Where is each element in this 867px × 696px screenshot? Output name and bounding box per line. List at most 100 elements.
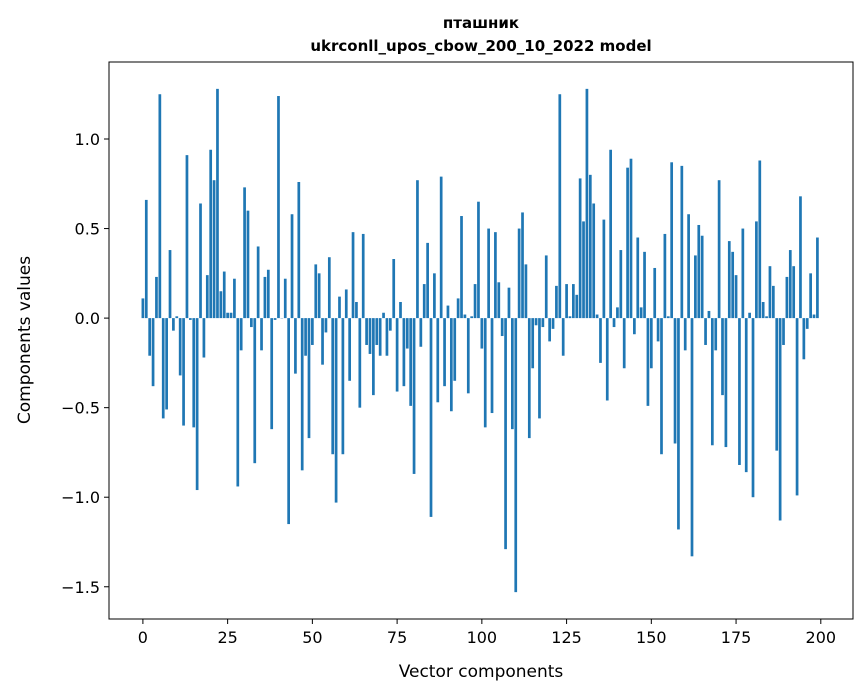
bar-component-102 bbox=[487, 228, 490, 319]
bar-component-182 bbox=[758, 160, 762, 319]
bar-component-70 bbox=[378, 318, 382, 356]
bar-component-66 bbox=[365, 318, 368, 345]
bar-component-176 bbox=[738, 318, 741, 465]
y-tick-label: −1.0 bbox=[61, 488, 100, 507]
bar-component-105 bbox=[497, 282, 501, 319]
bar-component-79 bbox=[409, 318, 413, 406]
bar-component-106 bbox=[500, 318, 504, 337]
bar-component-170 bbox=[717, 180, 721, 319]
bar-component-64 bbox=[358, 318, 362, 408]
bar-component-59 bbox=[341, 318, 345, 455]
bar-component-174 bbox=[731, 251, 735, 319]
bar-component-148 bbox=[643, 251, 646, 319]
bar-component-3 bbox=[151, 318, 155, 387]
bar-component-19 bbox=[205, 275, 209, 319]
bar-component-71 bbox=[382, 312, 385, 319]
bar-component-160 bbox=[683, 318, 687, 351]
bar-component-147 bbox=[639, 307, 643, 319]
bar-component-199 bbox=[816, 237, 819, 319]
bar-component-89 bbox=[443, 318, 446, 387]
bar-component-142 bbox=[622, 318, 626, 369]
bar-component-111 bbox=[517, 228, 521, 319]
x-axis-label: Vector components bbox=[399, 662, 564, 682]
bar-component-35 bbox=[260, 318, 263, 351]
bar-component-10 bbox=[175, 316, 179, 319]
x-tick-label: 25 bbox=[217, 628, 237, 647]
bar-component-187 bbox=[775, 318, 779, 451]
bar-component-132 bbox=[588, 174, 592, 319]
bar-component-83 bbox=[422, 284, 426, 319]
bar-component-107 bbox=[504, 318, 507, 550]
bar-component-183 bbox=[761, 301, 765, 319]
bar-component-93 bbox=[456, 298, 460, 319]
bar-component-181 bbox=[755, 221, 758, 319]
bar-component-162 bbox=[690, 318, 694, 557]
bar-component-65 bbox=[361, 233, 365, 319]
bar-component-136 bbox=[602, 219, 606, 319]
bar-component-62 bbox=[351, 232, 355, 319]
bar-component-15 bbox=[192, 318, 196, 428]
bar-component-172 bbox=[724, 318, 728, 448]
chart-title: пташник bbox=[443, 14, 519, 32]
bar-component-128 bbox=[575, 294, 579, 319]
bar-component-34 bbox=[256, 246, 260, 319]
bar-component-13 bbox=[185, 155, 189, 319]
bar-component-108 bbox=[507, 287, 511, 319]
bar-component-153 bbox=[660, 318, 663, 455]
bar-component-197 bbox=[809, 273, 812, 319]
bar-component-11 bbox=[178, 318, 182, 376]
bar-component-123 bbox=[558, 94, 562, 319]
bar-component-115 bbox=[531, 318, 535, 369]
bar-component-159 bbox=[680, 165, 684, 319]
x-tick-label: 150 bbox=[636, 628, 667, 647]
bar-component-60 bbox=[344, 289, 348, 319]
bar-component-185 bbox=[768, 266, 772, 319]
bar-component-127 bbox=[572, 284, 575, 319]
bar-component-80 bbox=[412, 318, 416, 474]
bar-component-154 bbox=[663, 233, 667, 319]
bar-component-1 bbox=[144, 199, 148, 319]
bar-component-47 bbox=[300, 318, 304, 471]
bar-component-84 bbox=[426, 242, 429, 319]
bar-component-103 bbox=[490, 318, 494, 414]
x-tick-label: 125 bbox=[551, 628, 582, 647]
bar-component-55 bbox=[327, 257, 331, 319]
bar-component-190 bbox=[785, 276, 789, 319]
bar-component-17 bbox=[199, 203, 202, 319]
bar-component-164 bbox=[697, 224, 701, 319]
bar-component-38 bbox=[270, 318, 274, 430]
bar-component-58 bbox=[338, 296, 341, 319]
bar-component-166 bbox=[704, 318, 707, 345]
bar-component-53 bbox=[321, 318, 324, 365]
bar-component-165 bbox=[700, 235, 704, 319]
bar-component-137 bbox=[605, 318, 609, 401]
bar-component-2 bbox=[148, 318, 152, 356]
bar-component-126 bbox=[568, 316, 572, 319]
bar-component-52 bbox=[317, 273, 321, 319]
bar-component-177 bbox=[741, 228, 745, 319]
bar-component-18 bbox=[202, 318, 206, 358]
bar-component-51 bbox=[314, 264, 318, 319]
bar-component-9 bbox=[172, 318, 175, 331]
bar-component-99 bbox=[477, 201, 480, 319]
bar-component-14 bbox=[188, 318, 192, 320]
bar-component-134 bbox=[595, 314, 599, 319]
bar-component-138 bbox=[609, 149, 613, 319]
bar-component-119 bbox=[544, 255, 548, 319]
y-tick-label: −1.5 bbox=[61, 578, 100, 597]
bar-component-101 bbox=[483, 318, 487, 428]
bar-component-32 bbox=[250, 318, 253, 328]
bar-component-146 bbox=[636, 237, 640, 319]
bar-component-167 bbox=[707, 310, 711, 319]
bar-component-45 bbox=[294, 318, 297, 374]
bar-component-116 bbox=[534, 318, 538, 326]
bar-component-8 bbox=[168, 250, 172, 319]
bar-component-198 bbox=[812, 314, 816, 319]
bar-component-195 bbox=[802, 318, 806, 360]
bar-component-29 bbox=[239, 318, 243, 351]
bar-component-143 bbox=[626, 167, 629, 319]
bar-component-63 bbox=[355, 301, 358, 319]
y-axis-ticks: −1.5 −1.0 −0.5 0.0 0.5 1.0 bbox=[61, 130, 109, 597]
x-axis-ticks: 0 25 50 75 100 125 150 175 200 bbox=[138, 619, 836, 647]
bar-component-118 bbox=[541, 318, 545, 328]
